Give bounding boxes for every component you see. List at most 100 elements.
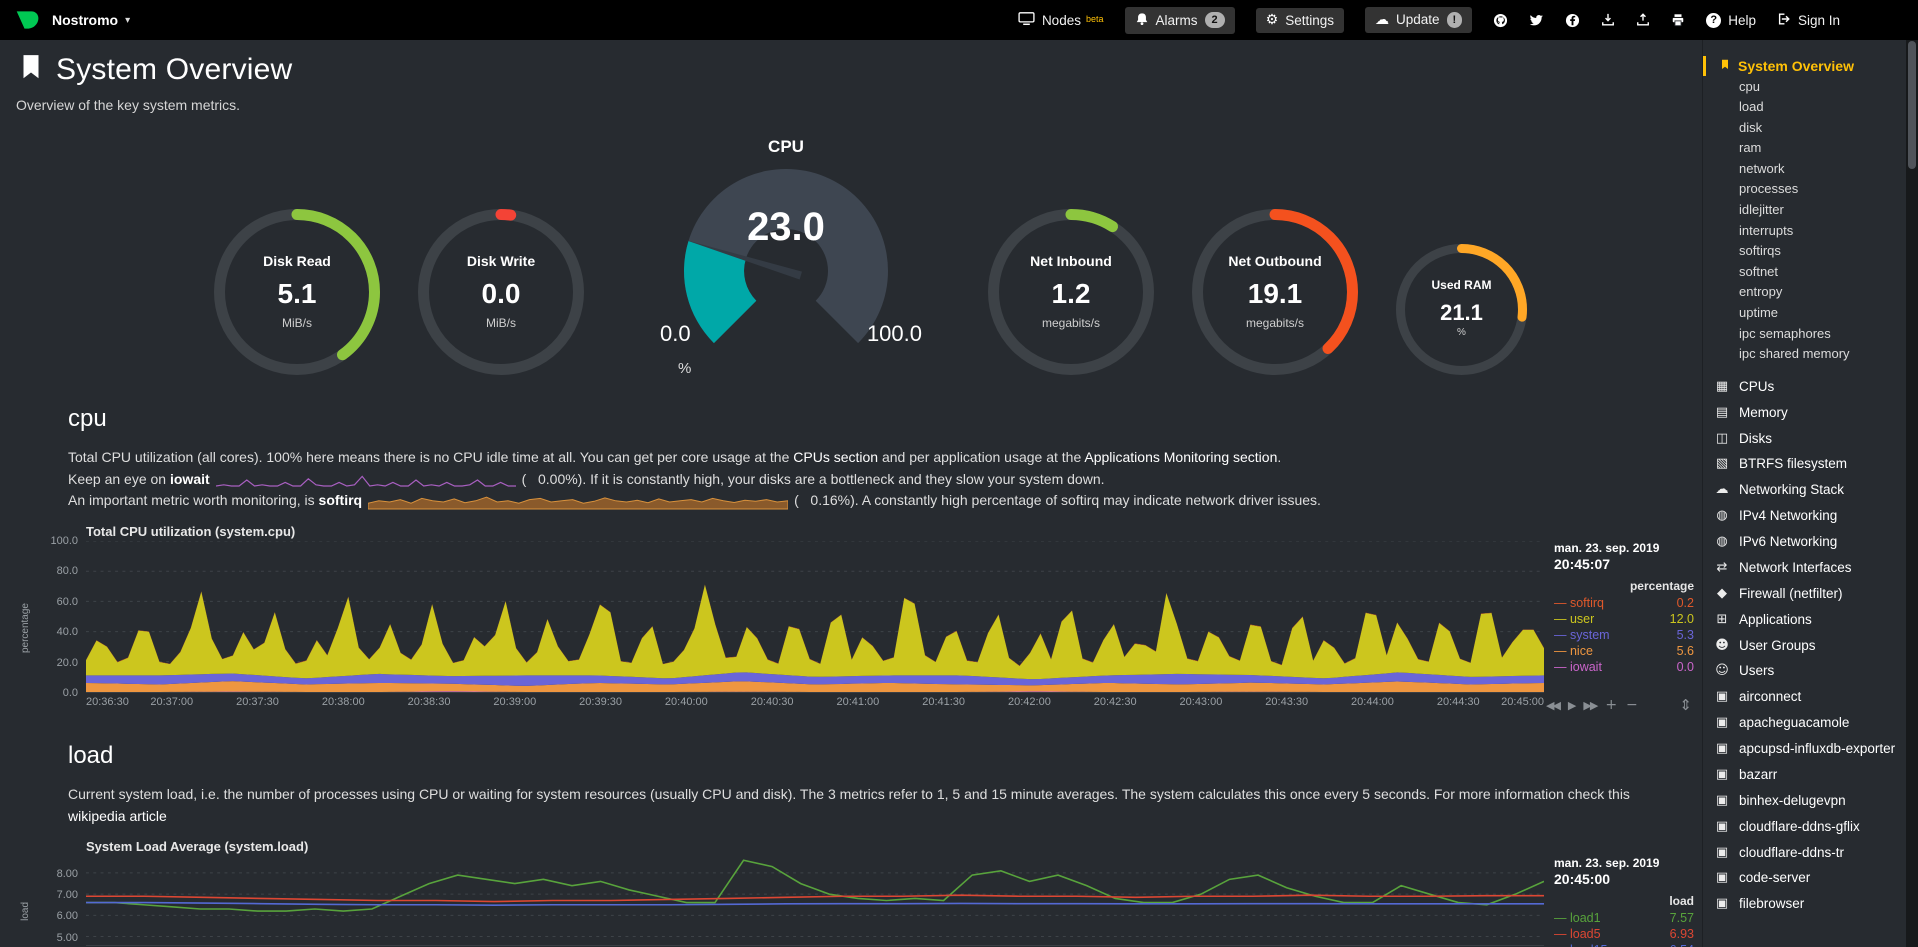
gauge-used-ram[interactable]: Used RAM 21.1 % — [1394, 242, 1529, 377]
toolbox-pan-forward-button[interactable]: ▶▶ — [1583, 698, 1598, 712]
legend-item-load5[interactable]: — load5 6.93 — [1554, 927, 1694, 942]
print-icon[interactable] — [1671, 13, 1685, 27]
sidebar-subitem-network[interactable]: network — [1739, 160, 1785, 176]
gauge-cpu[interactable]: CPU 23.0 0.0 100.0 % — [636, 137, 936, 377]
sidebar-item-cloudflare-ddns-tr[interactable]: ▣ cloudflare-ddns-tr — [1713, 840, 1900, 866]
gauge-value: 19.1 — [1247, 278, 1303, 310]
github-icon[interactable] — [1493, 13, 1508, 28]
gauge-disk-read[interactable]: Disk Read 5.1 MiB/s — [212, 207, 382, 377]
sidebar-item-filebrowser[interactable]: ▣ filebrowser — [1713, 892, 1900, 918]
twitter-icon[interactable] — [1529, 14, 1544, 27]
sidebar-item-users[interactable]: ☺ Users — [1713, 659, 1900, 685]
legend-item-iowait[interactable]: — iowait 0.0 — [1554, 660, 1694, 675]
sidebar-item-user-groups[interactable]: ☻ User Groups — [1713, 633, 1900, 659]
sidebar-item-cloudflare-ddns-gflix[interactable]: ▣ cloudflare-ddns-gflix — [1713, 814, 1900, 840]
sidebar-item-code-server[interactable]: ▣ code-server — [1713, 866, 1900, 892]
gauge-net-outbound[interactable]: Net Outbound 19.1 megabits/s — [1190, 207, 1360, 377]
sidebar-subitem-cpu[interactable]: cpu — [1739, 78, 1760, 94]
cube-icon: ▣ — [1715, 715, 1729, 731]
sidebar-subitem-ipc-shared-memory[interactable]: ipc shared memory — [1739, 346, 1850, 362]
sidebar-item-firewall-netfilter-[interactable]: ◆ Firewall (netfilter) — [1713, 581, 1900, 607]
sidebar-subitem-uptime[interactable]: uptime — [1739, 305, 1779, 321]
sidebar-item-binhex-delugevpn[interactable]: ▣ binhex-delugevpn — [1713, 788, 1900, 814]
page-scrollbar[interactable] — [1906, 40, 1918, 947]
sidebar-item-airconnect[interactable]: ▣ airconnect — [1713, 685, 1900, 711]
gauge-units: megabits/s — [1245, 315, 1305, 330]
resize-handle[interactable]: ⇕ — [1679, 696, 1692, 715]
sidebar-item-bazarr[interactable]: ▣ bazarr — [1713, 762, 1900, 788]
sidebar-item-cpus[interactable]: ▦ CPUs — [1713, 374, 1900, 400]
wikipedia-link[interactable]: wikipedia article — [68, 807, 167, 824]
x-tick-label: 20:39:30 — [579, 696, 622, 709]
gauge-title: Disk Read — [263, 252, 331, 269]
sidebar-subitem-processes[interactable]: processes — [1739, 181, 1799, 197]
sidebar-subitem-softirqs[interactable]: softirqs — [1739, 243, 1781, 259]
sidebar-item-apacheguacamole[interactable]: ▣ apacheguacamole — [1713, 711, 1900, 737]
sidebar-subitem-entropy[interactable]: entropy — [1739, 284, 1783, 300]
legend-item-softirq[interactable]: — softirq 0.2 — [1554, 596, 1694, 611]
y-tick-label: 60.0 — [56, 595, 78, 608]
sidebar-item-label: Network Interfaces — [1739, 559, 1852, 575]
sidebar-subitem-disk[interactable]: disk — [1739, 119, 1763, 135]
sidebar-subitem-ipc-semaphores[interactable]: ipc semaphores — [1739, 325, 1831, 341]
hdd-icon: ◫ — [1715, 430, 1729, 446]
cube-icon: ▣ — [1715, 896, 1729, 912]
update-button[interactable]: ☁ Update ! — [1364, 6, 1473, 34]
upload-icon[interactable] — [1636, 13, 1650, 27]
sidebar-subitem-idlejitter[interactable]: idlejitter — [1739, 202, 1784, 218]
legend-item-load15[interactable]: — load156.54 — [1554, 942, 1694, 947]
page-subtitle: Overview of the key system metrics. — [16, 97, 241, 113]
legend-item-nice[interactable]: — nice 5.6 — [1554, 644, 1694, 659]
toolbox-play-button[interactable]: ▶ — [1567, 698, 1577, 712]
sign-in-icon — [1777, 12, 1791, 29]
signin-button[interactable]: Sign In — [1777, 12, 1840, 29]
plot-area[interactable]: 20:36:3020:37:0020:37:3020:38:0020:38:30… — [86, 856, 1544, 947]
sidebar-item-memory[interactable]: ▤ Memory — [1713, 400, 1900, 426]
sidebar-subitem-softnet[interactable]: softnet — [1739, 263, 1779, 279]
settings-button[interactable]: ⚙ Settings — [1255, 7, 1344, 33]
sidebar-item-system-overview[interactable]: System Overview — [1703, 56, 1900, 76]
cloud-icon: ☁ — [1715, 482, 1729, 498]
sidebar-subitem-ram[interactable]: ram — [1739, 140, 1762, 156]
legend-date: man. 23. sep. 2019 — [1554, 541, 1660, 556]
sidebar-subitem-load[interactable]: load — [1739, 99, 1764, 115]
cpus-section-link[interactable]: CPUs section — [793, 449, 879, 465]
legend-item-user[interactable]: — user 12.0 — [1554, 612, 1694, 627]
sidebar-item-networking-stack[interactable]: ☁ Networking Stack — [1713, 478, 1900, 504]
cpu-desc-text: and per application usage at the — [878, 449, 1085, 465]
sidebar-item-ipv4-networking[interactable]: ◍ IPv4 Networking — [1713, 504, 1900, 530]
applications-monitoring-link[interactable]: Applications Monitoring section — [1084, 449, 1278, 465]
iowait-sparkline — [216, 472, 516, 488]
facebook-icon[interactable] — [1565, 13, 1580, 28]
sidebar-item-applications[interactable]: ⊞ Applications — [1713, 607, 1900, 633]
microchip-icon: ▦ — [1715, 378, 1729, 394]
topbar: Nostromo ▾ Nodes beta Alarms 2 ⚙ Setting… — [0, 0, 1918, 40]
help-button[interactable]: ? Help — [1706, 12, 1756, 28]
chart-legend: man. 23. sep. 2019 20:45:07 percentage —… — [1544, 541, 1694, 714]
alarms-button[interactable]: Alarms 2 — [1124, 6, 1235, 34]
globe-icon: ◍ — [1716, 534, 1728, 550]
gauge-net-inbound[interactable]: Net Inbound 1.2 megabits/s — [986, 207, 1156, 377]
sidebar-subitem-interrupts[interactable]: interrupts — [1739, 222, 1794, 238]
toolbox-zoom-in-button[interactable]: + — [1605, 697, 1618, 714]
node-selector[interactable]: Nostromo ▾ — [52, 12, 130, 28]
netdata-logo-icon[interactable] — [14, 7, 40, 33]
sidebar-item-disks[interactable]: ◫ Disks — [1713, 426, 1900, 452]
nodes-button[interactable]: Nodes beta — [1018, 11, 1104, 29]
sidebar-item-ipv6-networking[interactable]: ◍ IPv6 Networking — [1713, 530, 1900, 556]
sidebar-item-apcupsd-influxdb-exporter[interactable]: ▣ apcupsd-influxdb-exporter — [1713, 737, 1900, 763]
toolbox-pan-backward-button[interactable]: ◀◀ — [1546, 698, 1561, 712]
download-icon[interactable] — [1601, 13, 1615, 27]
gauge-title: Net Outbound — [1228, 252, 1322, 269]
sidebar-item-network-interfaces[interactable]: ⇄ Network Interfaces — [1713, 555, 1900, 581]
gauge-disk-write[interactable]: Disk Write 0.0 MiB/s — [416, 207, 586, 377]
sidebar-item-btrfs-filesystem[interactable]: ▧ BTRFS filesystem — [1713, 452, 1900, 478]
x-tick-label: 20:40:00 — [664, 696, 708, 709]
legend-item-load1[interactable]: — load1 7.57 — [1554, 911, 1694, 926]
legend-item-system[interactable]: — system 5.3 — [1554, 628, 1694, 643]
softirq-value: ( 0.16%). — [794, 492, 859, 509]
scrollbar-thumb[interactable] — [1908, 41, 1916, 169]
toolbox-zoom-out-button[interactable]: − — [1626, 697, 1638, 714]
signin-label: Sign In — [1797, 12, 1840, 28]
